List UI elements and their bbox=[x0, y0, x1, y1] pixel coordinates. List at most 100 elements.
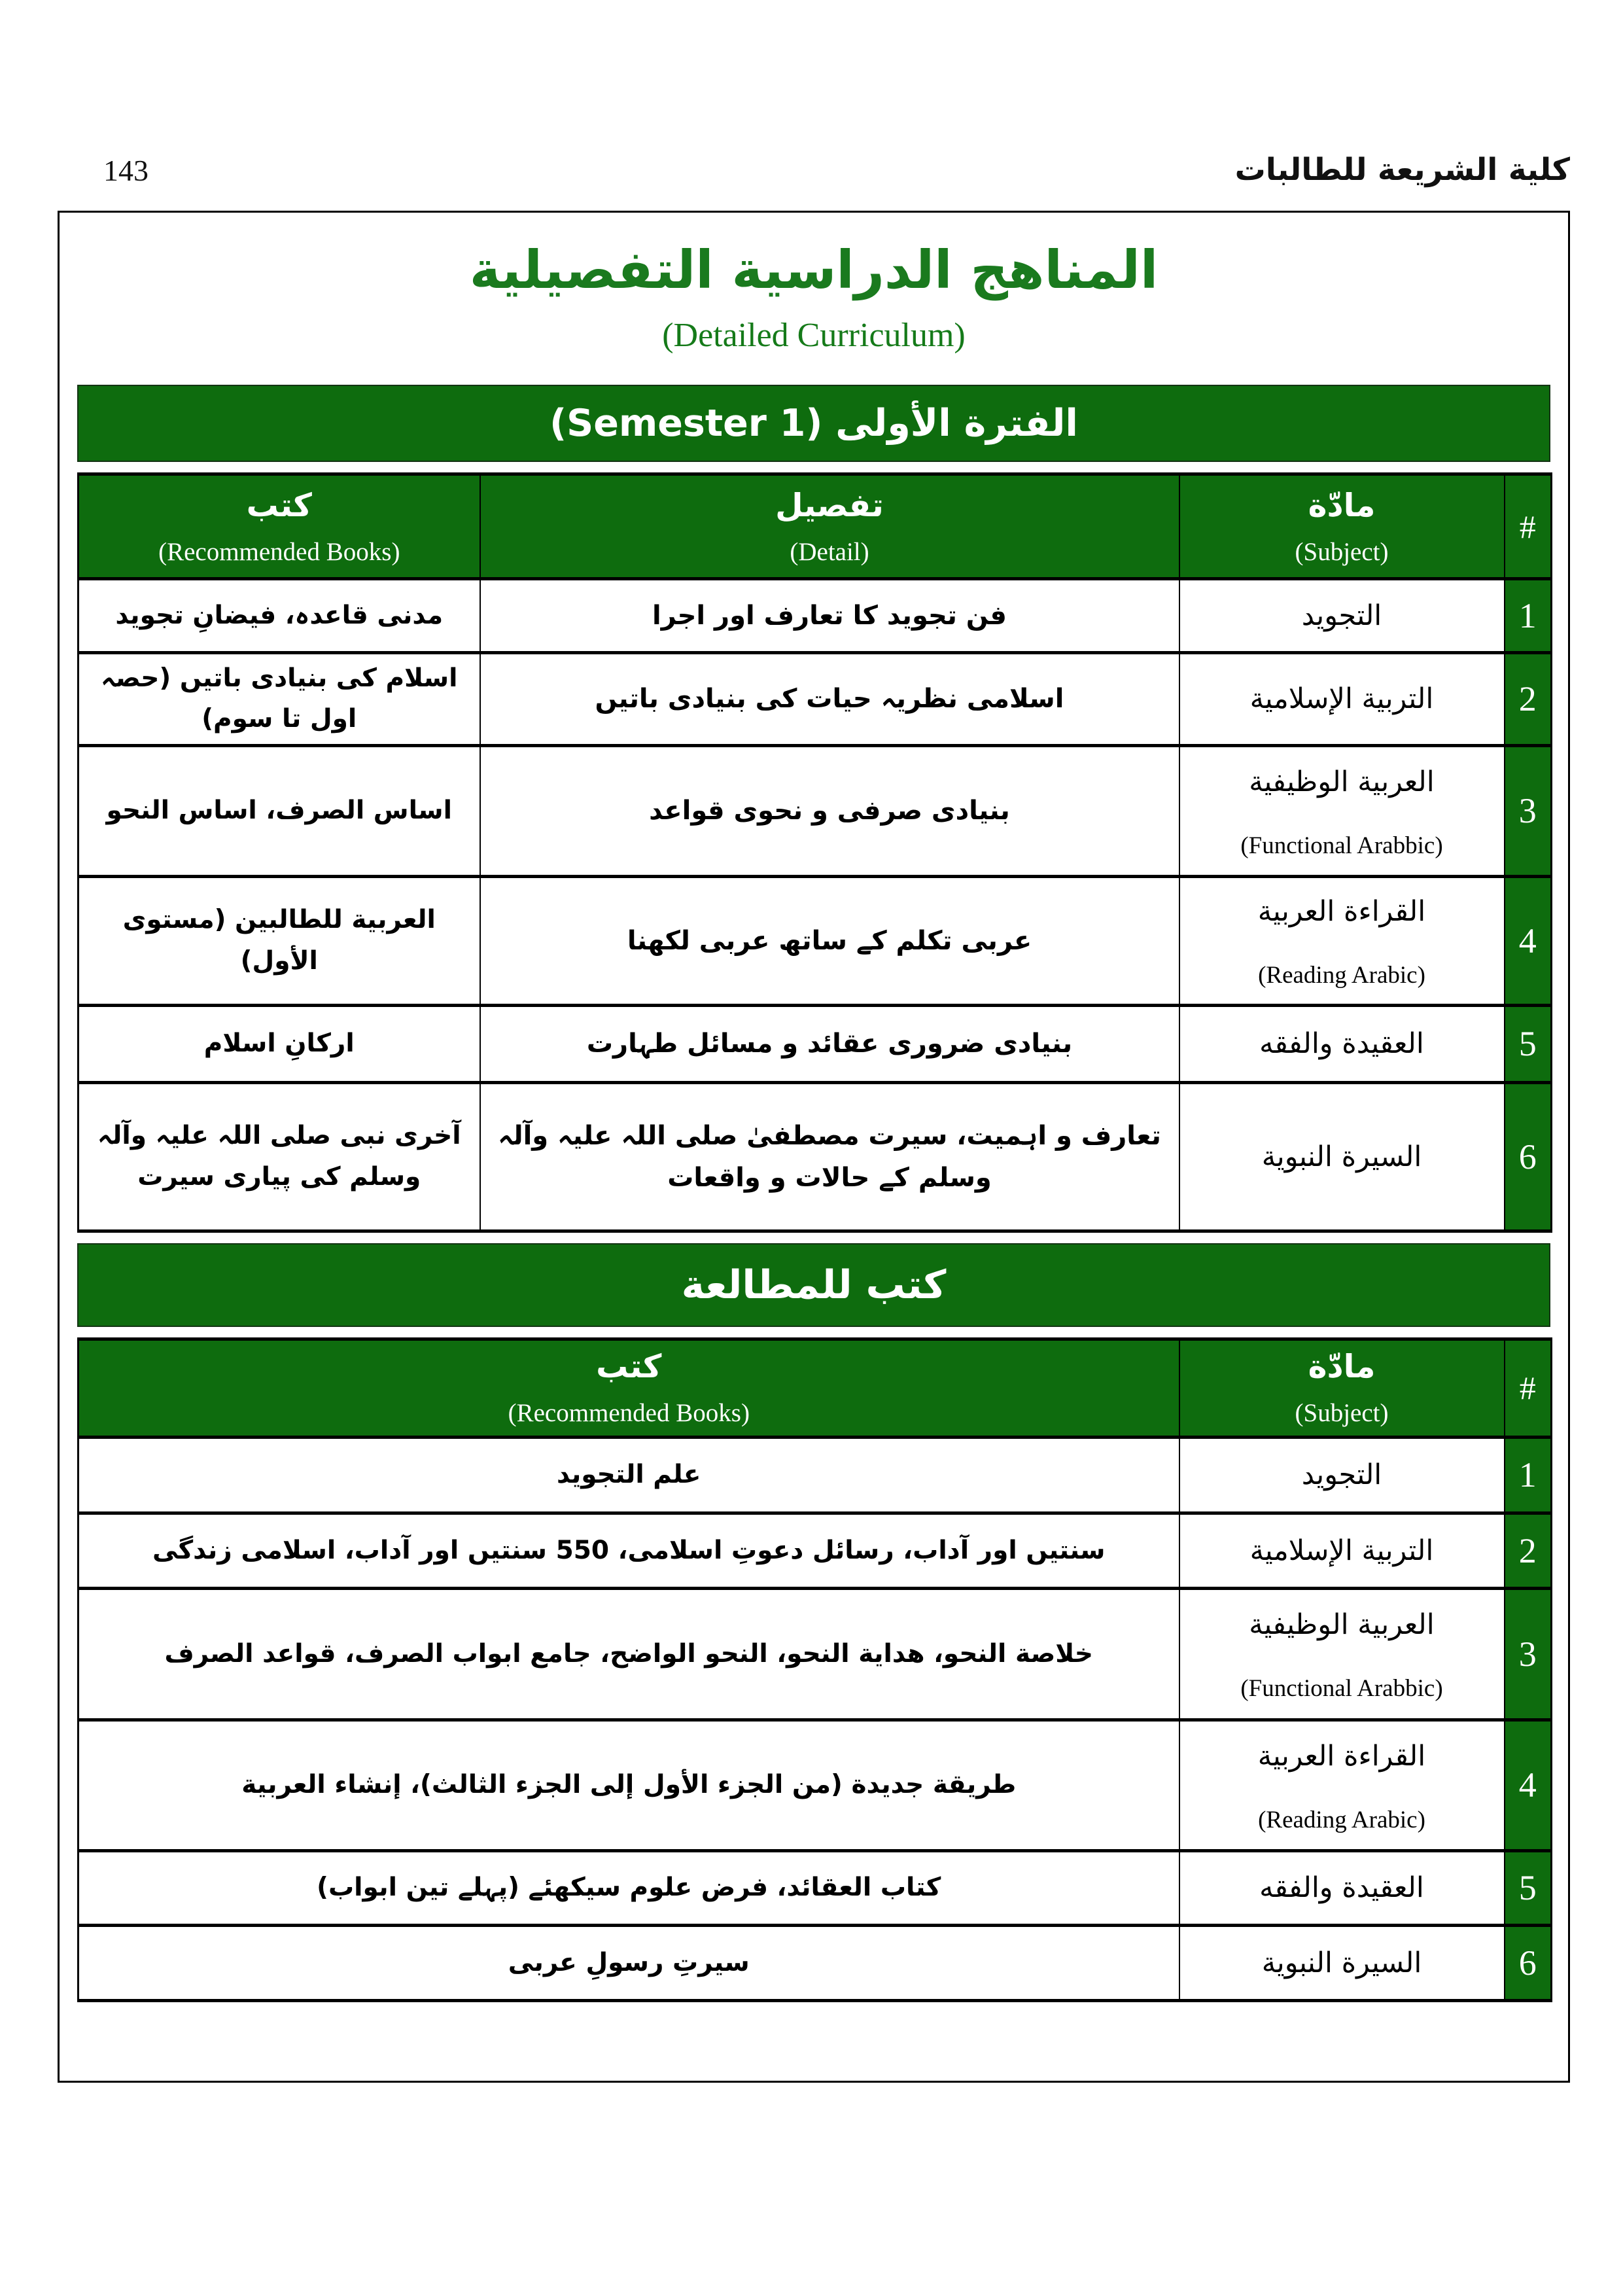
row-number: 1 bbox=[1503, 577, 1552, 654]
table-row: 1 التجويد علم التجوید bbox=[77, 1435, 1552, 1515]
subject-cell: التربية الإسلامية bbox=[1178, 1511, 1505, 1590]
subject-english: (Reading Arabic) bbox=[1258, 1806, 1425, 1833]
books-cell: علم التجوید bbox=[77, 1435, 1180, 1515]
row-number: 3 bbox=[1503, 743, 1552, 878]
books-cell: سیرتِ رسولِ عربی bbox=[77, 1923, 1180, 2002]
books-cell: ارکانِ اسلام bbox=[77, 1003, 481, 1084]
row-number: 6 bbox=[1503, 1080, 1552, 1233]
row-number: 4 bbox=[1503, 1718, 1552, 1852]
table-row: 5 العقيدة والفقه کتاب العقائد، فرض علوم … bbox=[77, 1848, 1552, 1927]
col-header-books: كتب (Recommended Books) bbox=[77, 1337, 1180, 1439]
table-row: 5 العقيدة والفقه بنیادی ضروری عقائد و مس… bbox=[77, 1003, 1552, 1084]
subject-arabic: التربية الإسلامية bbox=[1249, 1534, 1434, 1567]
col-header-books: كتب (Recommended Books) bbox=[77, 472, 481, 580]
books-cell: طريقة جديدة (من الجزء الأول إلى الجزء ال… bbox=[77, 1718, 1180, 1852]
subject-cell: التجويد bbox=[1178, 577, 1505, 654]
books-cell: مدنی قاعدہ، فیضانِ تجوید bbox=[77, 577, 481, 654]
subject-arabic: التجويد bbox=[1301, 599, 1382, 632]
subject-arabic: العقيدة والفقه bbox=[1259, 1871, 1424, 1905]
subject-arabic: التجويد bbox=[1301, 1458, 1382, 1492]
col-header-subject-english: (Subject) bbox=[1295, 1399, 1389, 1428]
main-title-arabic: المناهج الدراسية التفصيلية bbox=[469, 239, 1159, 300]
row-number: 1 bbox=[1503, 1435, 1552, 1515]
table-row: 3 العربية الوظيفية (Functional Arabbic) … bbox=[77, 743, 1552, 878]
subject-cell: القراءة العربية (Reading Arabic) bbox=[1178, 1718, 1505, 1852]
row-number: 2 bbox=[1503, 1511, 1552, 1590]
document-frame: المناهج الدراسية التفصيلية (Detailed Cur… bbox=[58, 211, 1570, 2083]
col-header-num: # bbox=[1503, 1337, 1552, 1439]
semester-table: # مادّة (Subject) تفصيل (Detail) كتب (Re… bbox=[77, 472, 1552, 1233]
col-header-subject-arabic: مادّة bbox=[1308, 486, 1376, 524]
subject-arabic: التربية الإسلامية bbox=[1249, 682, 1434, 716]
subject-arabic: القراءة العربية bbox=[1257, 895, 1426, 928]
subject-cell: التجويد bbox=[1178, 1435, 1505, 1515]
table-row: 2 التربية الإسلامية سنتیں اور آداب، رسائ… bbox=[77, 1511, 1552, 1590]
subject-cell: القراءة العربية (Reading Arabic) bbox=[1178, 874, 1505, 1007]
main-title-english: (Detailed Curriculum) bbox=[662, 317, 966, 354]
books-cell: آخری نبی صلی اللہ علیہ وآلہ وسلم کی پیار… bbox=[77, 1080, 481, 1233]
page-header: 143 كلية الشريعة للطالبات bbox=[64, 152, 1570, 188]
books-cell: خلاصة النحو، هداية النحو، النحو الواضح، … bbox=[77, 1586, 1180, 1722]
col-header-books-english: (Recommended Books) bbox=[158, 537, 400, 566]
subject-english: (Functional Arabbic) bbox=[1240, 832, 1443, 859]
col-header-books-arabic: كتب bbox=[596, 1348, 662, 1386]
subject-cell: السيرة النبوية bbox=[1178, 1923, 1505, 2002]
books-cell: سنتیں اور آداب، رسائل دعوتِ اسلامی، 550 … bbox=[77, 1511, 1180, 1590]
reading-books-banner: كتب للمطالعة bbox=[77, 1243, 1550, 1327]
row-number: 5 bbox=[1503, 1848, 1552, 1927]
table-row: 4 القراءة العربية (Reading Arabic) طريقة… bbox=[77, 1718, 1552, 1852]
subject-cell: العقيدة والفقه bbox=[1178, 1003, 1505, 1084]
subject-english: (Reading Arabic) bbox=[1258, 962, 1425, 989]
subject-english: (Functional Arabbic) bbox=[1240, 1675, 1443, 1703]
row-number: 2 bbox=[1503, 651, 1552, 747]
subject-cell: السيرة النبوية bbox=[1178, 1080, 1505, 1233]
institution-title: كلية الشريعة للطالبات bbox=[1234, 152, 1570, 188]
table-row: 1 التجويد فن تجوید کا تعارف اور اجرا مدن… bbox=[77, 577, 1552, 654]
table-row: 2 التربية الإسلامية اسلامی نظریہ حیات کی… bbox=[77, 651, 1552, 747]
books-cell: العربية للطالبين (مستوى الأول) bbox=[77, 874, 481, 1007]
detail-cell: فن تجوید کا تعارف اور اجرا bbox=[479, 577, 1180, 654]
detail-cell: بنیادی ضروری عقائد و مسائل طہارت bbox=[479, 1003, 1180, 1084]
col-header-subject-arabic: مادّة bbox=[1308, 1348, 1376, 1386]
table-row: 4 القراءة العربية (Reading Arabic) عربی … bbox=[77, 874, 1552, 1007]
row-number: 6 bbox=[1503, 1923, 1552, 2002]
subject-cell: العربية الوظيفية (Functional Arabbic) bbox=[1178, 743, 1505, 878]
table-row: 3 العربية الوظيفية (Functional Arabbic) … bbox=[77, 1586, 1552, 1722]
books-cell: کتاب العقائد، فرض علوم سیکھئے (پہلے تین … bbox=[77, 1848, 1180, 1927]
col-header-num: # bbox=[1503, 472, 1552, 580]
row-number: 3 bbox=[1503, 1586, 1552, 1722]
col-header-detail-english: (Detail) bbox=[790, 537, 869, 566]
detail-cell: بنیادی صرفی و نحوی قواعد bbox=[479, 743, 1180, 878]
semester-banner: الفترة الأولى (Semester 1) bbox=[77, 385, 1550, 462]
col-header-subject: مادّة (Subject) bbox=[1178, 472, 1505, 580]
detail-cell: اسلامی نظریہ حیات کی بنیادی باتیں bbox=[479, 651, 1180, 747]
subject-cell: العقيدة والفقه bbox=[1178, 1848, 1505, 1927]
books-cell: اساس الصرف، اساس النحو bbox=[77, 743, 481, 878]
col-header-subject: مادّة (Subject) bbox=[1178, 1337, 1505, 1439]
col-header-detail: تفصيل (Detail) bbox=[479, 472, 1180, 580]
subject-cell: العربية الوظيفية (Functional Arabbic) bbox=[1178, 1586, 1505, 1722]
subject-arabic: العقيدة والفقه bbox=[1259, 1027, 1424, 1061]
row-number: 4 bbox=[1503, 874, 1552, 1007]
table-row: 6 السيرة النبوية سیرتِ رسولِ عربی bbox=[77, 1923, 1552, 2002]
detail-cell: عربی تکلم کے ساتھ عربی لکھنا bbox=[479, 874, 1180, 1007]
reading-table-header-row: # مادّة (Subject) كتب (Recommended Books… bbox=[77, 1337, 1552, 1439]
subject-cell: التربية الإسلامية bbox=[1178, 651, 1505, 747]
semester-table-header-row: # مادّة (Subject) تفصيل (Detail) كتب (Re… bbox=[77, 472, 1552, 580]
subject-arabic: السيرة النبوية bbox=[1261, 1946, 1422, 1979]
table-row: 6 السيرة النبوية تعارف و اہمیت، سیرت مصط… bbox=[77, 1080, 1552, 1233]
col-header-books-arabic: كتب bbox=[246, 486, 312, 524]
page-number: 143 bbox=[103, 154, 148, 187]
reading-books-table: # مادّة (Subject) كتب (Recommended Books… bbox=[77, 1337, 1552, 2002]
col-header-detail-arabic: تفصيل bbox=[775, 486, 884, 524]
row-number: 5 bbox=[1503, 1003, 1552, 1084]
detail-cell: تعارف و اہمیت، سیرت مصطفیٰ صلی اللہ علیہ… bbox=[479, 1080, 1180, 1233]
books-cell: اسلام کی بنیادی باتیں (حصہ اول تا سوم) bbox=[77, 651, 481, 747]
subject-arabic: السيرة النبوية bbox=[1261, 1140, 1422, 1173]
col-header-subject-english: (Subject) bbox=[1295, 537, 1389, 566]
subject-arabic: العربية الوظيفية bbox=[1249, 1608, 1435, 1642]
subject-arabic: العربية الوظيفية bbox=[1249, 765, 1435, 798]
subject-arabic: القراءة العربية bbox=[1257, 1739, 1426, 1773]
col-header-books-english: (Recommended Books) bbox=[508, 1399, 750, 1428]
